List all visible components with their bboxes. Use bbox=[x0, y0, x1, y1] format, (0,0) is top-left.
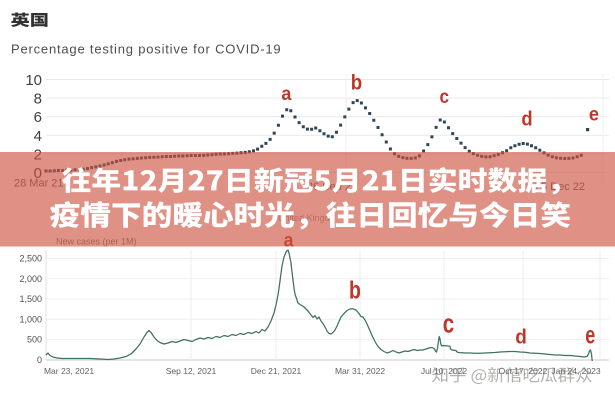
svg-text:0: 0 bbox=[37, 355, 42, 365]
svg-text:10: 10 bbox=[25, 72, 42, 89]
svg-text:Mar 23, 2021: Mar 23, 2021 bbox=[44, 366, 94, 376]
svg-text:d: d bbox=[521, 109, 532, 131]
svg-text:e: e bbox=[589, 103, 599, 125]
svg-text:Oct 17, 2022: Oct 17, 2022 bbox=[499, 366, 548, 376]
svg-text:2,500: 2,500 bbox=[19, 254, 42, 264]
svg-text:a: a bbox=[281, 82, 292, 104]
svg-text:b: b bbox=[351, 72, 362, 95]
svg-text:Dec 21, 2021: Dec 21, 2021 bbox=[251, 366, 302, 376]
svg-text:4: 4 bbox=[34, 128, 42, 145]
svg-text:2,000: 2,000 bbox=[19, 274, 42, 284]
svg-text:Mar 31, 2022: Mar 31, 2022 bbox=[335, 366, 385, 376]
svg-text:1,000: 1,000 bbox=[19, 314, 42, 324]
svg-text:e: e bbox=[585, 320, 595, 349]
svg-text:Jul 10, 2022: Jul 10, 2022 bbox=[421, 366, 468, 376]
svg-text:Sep 12, 2021: Sep 12, 2021 bbox=[166, 366, 217, 376]
svg-text:b: b bbox=[349, 276, 361, 304]
svg-text:Jan 24, 2023: Jan 24, 2023 bbox=[551, 366, 600, 376]
svg-text:6: 6 bbox=[34, 109, 42, 126]
svg-text:Percentage testing positive fo: Percentage testing positive for COVID-19 bbox=[11, 42, 281, 57]
svg-text:d: d bbox=[515, 326, 527, 349]
svg-text:c: c bbox=[443, 309, 454, 339]
svg-text:c: c bbox=[440, 85, 450, 107]
svg-text:500: 500 bbox=[27, 335, 42, 345]
svg-text:1,500: 1,500 bbox=[19, 294, 42, 304]
svg-text:8: 8 bbox=[34, 91, 42, 108]
